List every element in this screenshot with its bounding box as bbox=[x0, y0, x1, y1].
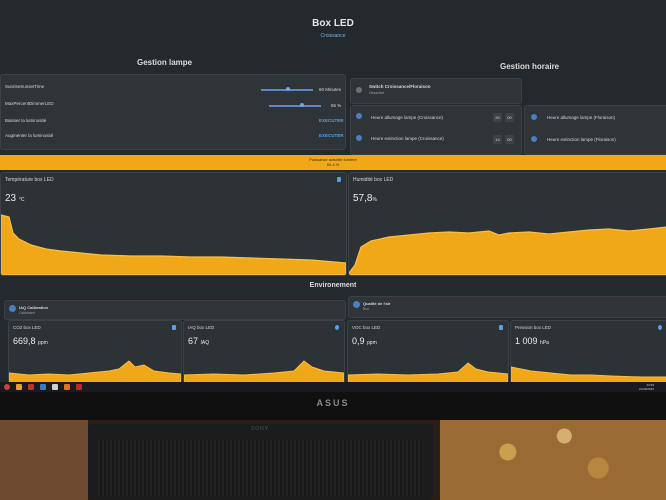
voc-title: VOC box LED bbox=[352, 325, 381, 330]
off-time-label: Heure extinction lampe (Croissance) bbox=[371, 136, 444, 141]
lamp-row-label: Baisser la luminosité bbox=[5, 118, 47, 123]
lamp-row-label: SunriseSunsetTime bbox=[5, 84, 45, 89]
iaq-calibration-status: Calibrated bbox=[19, 311, 35, 315]
air-quality-title: Qualité de l'air bbox=[363, 301, 391, 306]
croissance-card: Heure allumage lampe (Croissance) 20 00 … bbox=[350, 105, 522, 155]
power-banner-label: Puissance actuelle lumière bbox=[309, 157, 357, 162]
air-quality-icon bbox=[353, 301, 360, 308]
thermometer-icon bbox=[337, 177, 341, 182]
environment-title: Environement bbox=[309, 282, 357, 289]
header: Box LED Croissance bbox=[0, 18, 666, 39]
switch-state: Désactivé bbox=[369, 91, 385, 95]
monitor-bezel bbox=[0, 392, 666, 420]
temperature-value: 23 °C bbox=[5, 193, 25, 204]
sunrise-value: 60 Minutes bbox=[319, 87, 342, 92]
co2-sparkline bbox=[9, 360, 181, 382]
dimmer-slider[interactable] bbox=[269, 105, 321, 107]
app-icon[interactable] bbox=[76, 384, 82, 390]
co2-value: 669,8 ppm bbox=[13, 336, 48, 346]
voc-value: 0,9 ppm bbox=[352, 336, 377, 346]
humidity-value: 57,8% bbox=[353, 193, 377, 204]
humidity-title: Humidité box LED bbox=[353, 177, 394, 183]
app-icon[interactable] bbox=[40, 384, 46, 390]
app-icon[interactable] bbox=[16, 384, 22, 390]
page-subtitle: Croissance bbox=[320, 33, 346, 39]
lamp-card: SunriseSunsetTime 60 Minutes MaxPercentD… bbox=[0, 74, 346, 150]
pressure-graph-card[interactable]: Pression box LED 1 009 hPa bbox=[510, 320, 666, 382]
sunrise-slider-knob[interactable] bbox=[286, 87, 290, 91]
flower-off-label: Heure extinction lampe (Floraison) bbox=[547, 137, 616, 142]
clock-icon bbox=[356, 113, 362, 119]
power-banner-value: 65.4 % bbox=[326, 162, 340, 167]
gauge-icon bbox=[658, 325, 662, 330]
humidity-graph-card[interactable]: Humidité box LED 57,8% bbox=[348, 172, 666, 276]
voc-sparkline bbox=[348, 362, 508, 382]
power-banner: Puissance actuelle lumière 65.4 % bbox=[0, 155, 666, 170]
info-icon bbox=[335, 325, 339, 330]
app-icon[interactable] bbox=[52, 384, 58, 390]
off-hour-input[interactable]: 14 bbox=[493, 135, 502, 144]
floraison-card: Heure allumage lampe (Floraison) Heure e… bbox=[524, 105, 666, 155]
on-minute-input[interactable]: 00 bbox=[505, 113, 514, 122]
humidity-sparkline bbox=[349, 226, 666, 275]
app-icon[interactable] bbox=[28, 384, 34, 390]
voc-graph-card[interactable]: VOC box LED 0,9 ppm bbox=[347, 320, 509, 382]
on-time-label: Heure allumage lampe (Croissance) bbox=[371, 115, 444, 120]
air-quality-status: Bon bbox=[363, 307, 370, 311]
iaq-graph-card[interactable]: IAQ box LED 67 IAQ bbox=[183, 320, 345, 382]
speaker-brand-logo: SONY bbox=[250, 426, 270, 432]
iaq-calibration-card[interactable]: IAQ Calibration Calibrated bbox=[4, 300, 346, 320]
temperature-title: Température box LED bbox=[5, 177, 54, 183]
clock-icon bbox=[531, 114, 537, 120]
co2-title: CO2 box LED bbox=[13, 325, 41, 330]
iaq-sparkline bbox=[184, 360, 344, 382]
clock-icon bbox=[531, 136, 537, 142]
decrease-brightness-button[interactable]: EXECUTER bbox=[319, 118, 344, 123]
temperature-sparkline bbox=[1, 214, 346, 275]
iaq-value: 67 IAQ bbox=[188, 336, 210, 346]
speaker-grill bbox=[98, 440, 423, 496]
system-clock[interactable]: 23:59 21/09/2022 bbox=[638, 383, 654, 391]
pressure-value: 1 009 hPa bbox=[515, 336, 549, 346]
taskbar: 23:59 21/09/2022 bbox=[0, 382, 666, 392]
iaq-calibration-title: IAQ Calibration bbox=[19, 305, 49, 310]
schedule-section-title: Gestion horaire bbox=[500, 62, 560, 71]
co2-graph-card[interactable]: CO2 box LED 669,8 ppm bbox=[8, 320, 182, 382]
iaq-title: IAQ box LED bbox=[188, 325, 215, 330]
flower-on-label: Heure allumage lampe (Floraison) bbox=[547, 115, 616, 120]
clock-icon bbox=[356, 135, 362, 141]
start-icon[interactable] bbox=[4, 384, 10, 390]
patterned-fabric bbox=[440, 420, 666, 500]
lamp-row-label: Augmenter la luminosité bbox=[5, 133, 54, 138]
switch-label: Switch Croissance/Floraison bbox=[369, 84, 431, 89]
lamp-section-title: Gestion lampe bbox=[137, 58, 193, 67]
app-icon[interactable] bbox=[64, 384, 70, 390]
pressure-title: Pression box LED bbox=[515, 325, 552, 330]
toggle-icon bbox=[356, 87, 362, 93]
pressure-sparkline bbox=[511, 366, 666, 382]
temperature-graph-card[interactable]: Température box LED 23 °C bbox=[0, 172, 347, 276]
dimmer-slider-knob[interactable] bbox=[300, 103, 304, 107]
lamp-row-label: MaxPercentDimmerLED bbox=[5, 101, 54, 106]
air-quality-card[interactable]: Qualité de l'air Bon bbox=[348, 296, 666, 318]
off-minute-input[interactable]: 00 bbox=[505, 135, 514, 144]
monitor: Box LED Croissance Gestion lampe Sunrise… bbox=[0, 0, 666, 392]
monitor-brand-logo: ASUS bbox=[316, 398, 350, 408]
increase-brightness-button[interactable]: EXECUTER bbox=[319, 133, 344, 138]
sensor-icon bbox=[172, 325, 176, 330]
background-fabric bbox=[0, 420, 88, 500]
dimmer-value: 65 % bbox=[331, 103, 342, 108]
on-hour-input[interactable]: 20 bbox=[493, 113, 502, 122]
dashboard-screen: Box LED Croissance Gestion lampe Sunrise… bbox=[0, 0, 666, 382]
switch-card[interactable]: Switch Croissance/Floraison Désactivé bbox=[350, 78, 522, 104]
sensor-icon bbox=[499, 325, 503, 330]
page-title: Box LED bbox=[312, 18, 354, 29]
calibration-icon bbox=[9, 305, 16, 312]
